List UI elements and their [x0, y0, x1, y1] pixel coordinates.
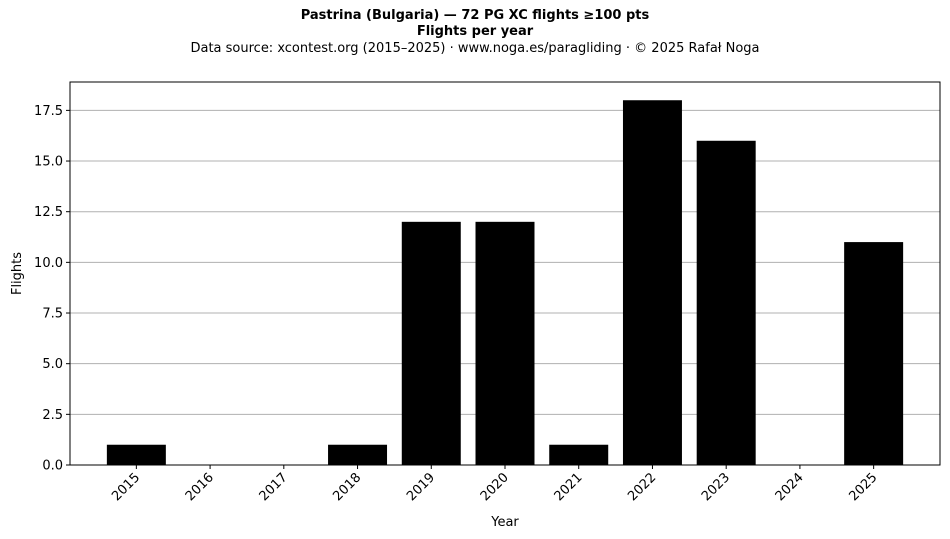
chart-source: Data source: xcontest.org (2015–2025) · … [190, 41, 760, 56]
x-tick-label: 2022 [625, 470, 659, 504]
x-tick-label: 2018 [330, 470, 364, 504]
y-tick-label: 10.0 [34, 256, 63, 271]
chart-subtitle: Flights per year [416, 24, 534, 39]
x-tick-label: 2019 [404, 470, 438, 504]
x-tick-label: 2021 [552, 470, 586, 504]
bar-2021 [549, 444, 609, 465]
bar-2023 [696, 140, 756, 465]
bar-2019 [401, 221, 461, 465]
y-axis-ticks: 0.0 2.5 5.0 7.5 10.0 12.5 15.0 17.5 [34, 104, 70, 474]
x-tick-label: 2016 [183, 470, 217, 504]
bar-2018 [328, 444, 388, 465]
bar-2020 [475, 221, 535, 465]
y-tick-label: 12.5 [34, 205, 63, 220]
y-axis-label: Flights [10, 252, 25, 295]
y-tick-label: 5.0 [42, 357, 63, 372]
x-tick-label: 2017 [257, 470, 291, 504]
chart-titles: Pastrina (Bulgaria) — 72 PG XC flights ≥… [0, 8, 950, 57]
y-tick-label: 7.5 [42, 307, 63, 322]
chart-title: Pastrina (Bulgaria) — 72 PG XC flights ≥… [300, 8, 650, 23]
x-tick-label: 2024 [773, 470, 807, 504]
x-tick-label: 2023 [699, 470, 733, 504]
x-axis-ticks: 2015 2016 2017 2018 2019 2020 2021 2022 2023 2024… [109, 465, 880, 504]
bars [106, 100, 904, 465]
x-tick-label: 2020 [478, 470, 512, 504]
bar-2025 [844, 242, 904, 465]
y-tick-label: 0.0 [42, 459, 63, 474]
y-tick-label: 17.5 [34, 104, 63, 119]
bar-2015 [106, 444, 166, 465]
x-tick-label: 2025 [846, 470, 880, 504]
x-tick-label: 2015 [109, 470, 143, 504]
y-tick-label: 2.5 [42, 408, 63, 423]
x-axis-label: Year [490, 515, 519, 530]
bar-2022 [622, 100, 682, 465]
y-tick-label: 15.0 [34, 155, 63, 170]
